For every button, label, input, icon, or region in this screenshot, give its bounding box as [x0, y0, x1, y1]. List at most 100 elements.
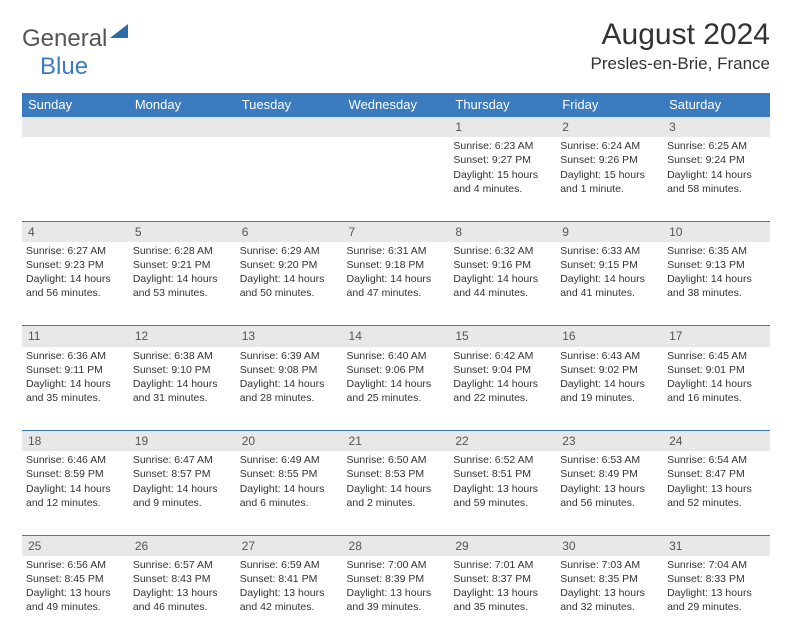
daylight-text: Daylight: 13 hours and 29 minutes.	[667, 586, 766, 614]
sunset-text: Sunset: 8:47 PM	[667, 467, 766, 481]
day-content-cell: Sunrise: 6:23 AMSunset: 9:27 PMDaylight:…	[449, 137, 556, 221]
sunrise-text: Sunrise: 6:28 AM	[133, 244, 232, 258]
day-number-cell	[22, 117, 129, 138]
day-content-cell: Sunrise: 6:38 AMSunset: 9:10 PMDaylight:…	[129, 347, 236, 431]
day-content-cell: Sunrise: 6:43 AMSunset: 9:02 PMDaylight:…	[556, 347, 663, 431]
day-content-cell: Sunrise: 6:52 AMSunset: 8:51 PMDaylight:…	[449, 451, 556, 535]
day-number-cell: 11	[22, 326, 129, 347]
day-content-cell: Sunrise: 6:45 AMSunset: 9:01 PMDaylight:…	[663, 347, 770, 431]
sunrise-text: Sunrise: 6:46 AM	[26, 453, 125, 467]
content-row: Sunrise: 6:56 AMSunset: 8:45 PMDaylight:…	[22, 556, 770, 640]
title-block: August 2024 Presles-en-Brie, France	[590, 18, 770, 74]
day-number-cell: 1	[449, 117, 556, 138]
sunrise-text: Sunrise: 6:39 AM	[240, 349, 339, 363]
day-number-cell: 30	[556, 535, 663, 556]
day-number-cell: 24	[663, 431, 770, 452]
sunset-text: Sunset: 8:37 PM	[453, 572, 552, 586]
day-details: Sunrise: 6:31 AMSunset: 9:18 PMDaylight:…	[347, 244, 446, 301]
day-details: Sunrise: 6:32 AMSunset: 9:16 PMDaylight:…	[453, 244, 552, 301]
day-details: Sunrise: 7:01 AMSunset: 8:37 PMDaylight:…	[453, 558, 552, 615]
sunrise-text: Sunrise: 6:50 AM	[347, 453, 446, 467]
day-content-cell: Sunrise: 6:47 AMSunset: 8:57 PMDaylight:…	[129, 451, 236, 535]
sunset-text: Sunset: 9:21 PM	[133, 258, 232, 272]
sunrise-text: Sunrise: 6:29 AM	[240, 244, 339, 258]
daylight-text: Daylight: 15 hours and 4 minutes.	[453, 168, 552, 196]
daylight-text: Daylight: 13 hours and 52 minutes.	[667, 482, 766, 510]
sunrise-text: Sunrise: 6:53 AM	[560, 453, 659, 467]
content-row: Sunrise: 6:23 AMSunset: 9:27 PMDaylight:…	[22, 137, 770, 221]
daylight-text: Daylight: 13 hours and 39 minutes.	[347, 586, 446, 614]
content-row: Sunrise: 6:46 AMSunset: 8:59 PMDaylight:…	[22, 451, 770, 535]
day-content-cell: Sunrise: 6:27 AMSunset: 9:23 PMDaylight:…	[22, 242, 129, 326]
daynum-row: 45678910	[22, 221, 770, 242]
sunrise-text: Sunrise: 6:33 AM	[560, 244, 659, 258]
day-details: Sunrise: 6:45 AMSunset: 9:01 PMDaylight:…	[667, 349, 766, 406]
daylight-text: Daylight: 14 hours and 44 minutes.	[453, 272, 552, 300]
day-number-cell: 26	[129, 535, 236, 556]
sunset-text: Sunset: 9:20 PM	[240, 258, 339, 272]
day-number-cell: 21	[343, 431, 450, 452]
day-number-cell: 22	[449, 431, 556, 452]
daynum-row: 11121314151617	[22, 326, 770, 347]
sunset-text: Sunset: 8:39 PM	[347, 572, 446, 586]
day-number-cell: 29	[449, 535, 556, 556]
day-content-cell: Sunrise: 6:54 AMSunset: 8:47 PMDaylight:…	[663, 451, 770, 535]
daylight-text: Daylight: 13 hours and 35 minutes.	[453, 586, 552, 614]
day-details: Sunrise: 6:35 AMSunset: 9:13 PMDaylight:…	[667, 244, 766, 301]
day-number-cell: 8	[449, 221, 556, 242]
daylight-text: Daylight: 14 hours and 25 minutes.	[347, 377, 446, 405]
day-header: Sunday	[22, 93, 129, 117]
day-number-cell: 17	[663, 326, 770, 347]
day-content-cell: Sunrise: 6:49 AMSunset: 8:55 PMDaylight:…	[236, 451, 343, 535]
sunrise-text: Sunrise: 6:59 AM	[240, 558, 339, 572]
sunrise-text: Sunrise: 6:35 AM	[667, 244, 766, 258]
day-details: Sunrise: 6:23 AMSunset: 9:27 PMDaylight:…	[453, 139, 552, 196]
day-content-cell: Sunrise: 7:00 AMSunset: 8:39 PMDaylight:…	[343, 556, 450, 640]
daylight-text: Daylight: 14 hours and 28 minutes.	[240, 377, 339, 405]
sunset-text: Sunset: 8:33 PM	[667, 572, 766, 586]
day-number-cell: 15	[449, 326, 556, 347]
sunrise-text: Sunrise: 6:43 AM	[560, 349, 659, 363]
logo: General Blue	[22, 24, 128, 81]
daynum-row: 18192021222324	[22, 431, 770, 452]
day-number-cell: 14	[343, 326, 450, 347]
day-content-cell: Sunrise: 6:25 AMSunset: 9:24 PMDaylight:…	[663, 137, 770, 221]
daylight-text: Daylight: 13 hours and 49 minutes.	[26, 586, 125, 614]
day-number-cell: 10	[663, 221, 770, 242]
day-content-cell	[129, 137, 236, 221]
day-number-cell: 28	[343, 535, 450, 556]
sunset-text: Sunset: 8:55 PM	[240, 467, 339, 481]
day-number-cell: 31	[663, 535, 770, 556]
sunset-text: Sunset: 9:18 PM	[347, 258, 446, 272]
day-details: Sunrise: 6:57 AMSunset: 8:43 PMDaylight:…	[133, 558, 232, 615]
day-details: Sunrise: 6:46 AMSunset: 8:59 PMDaylight:…	[26, 453, 125, 510]
month-title: August 2024	[590, 18, 770, 52]
sunrise-text: Sunrise: 6:52 AM	[453, 453, 552, 467]
day-header: Wednesday	[343, 93, 450, 117]
page-header: General Blue August 2024 Presles-en-Brie…	[22, 18, 770, 81]
day-details: Sunrise: 6:54 AMSunset: 8:47 PMDaylight:…	[667, 453, 766, 510]
day-number-cell: 2	[556, 117, 663, 138]
day-number-cell: 25	[22, 535, 129, 556]
logo-triangle-icon	[110, 24, 128, 38]
content-row: Sunrise: 6:36 AMSunset: 9:11 PMDaylight:…	[22, 347, 770, 431]
daylight-text: Daylight: 15 hours and 1 minute.	[560, 168, 659, 196]
day-header: Monday	[129, 93, 236, 117]
day-number-cell	[236, 117, 343, 138]
sunrise-text: Sunrise: 6:54 AM	[667, 453, 766, 467]
sunset-text: Sunset: 8:57 PM	[133, 467, 232, 481]
day-content-cell: Sunrise: 6:24 AMSunset: 9:26 PMDaylight:…	[556, 137, 663, 221]
day-header: Tuesday	[236, 93, 343, 117]
sunrise-text: Sunrise: 6:40 AM	[347, 349, 446, 363]
sunset-text: Sunset: 8:41 PM	[240, 572, 339, 586]
sunrise-text: Sunrise: 6:56 AM	[26, 558, 125, 572]
day-details: Sunrise: 6:27 AMSunset: 9:23 PMDaylight:…	[26, 244, 125, 301]
day-content-cell	[236, 137, 343, 221]
sunset-text: Sunset: 9:24 PM	[667, 153, 766, 167]
day-content-cell	[22, 137, 129, 221]
sunrise-text: Sunrise: 7:04 AM	[667, 558, 766, 572]
daylight-text: Daylight: 14 hours and 31 minutes.	[133, 377, 232, 405]
location-text: Presles-en-Brie, France	[590, 54, 770, 74]
daylight-text: Daylight: 14 hours and 50 minutes.	[240, 272, 339, 300]
sunrise-text: Sunrise: 6:57 AM	[133, 558, 232, 572]
